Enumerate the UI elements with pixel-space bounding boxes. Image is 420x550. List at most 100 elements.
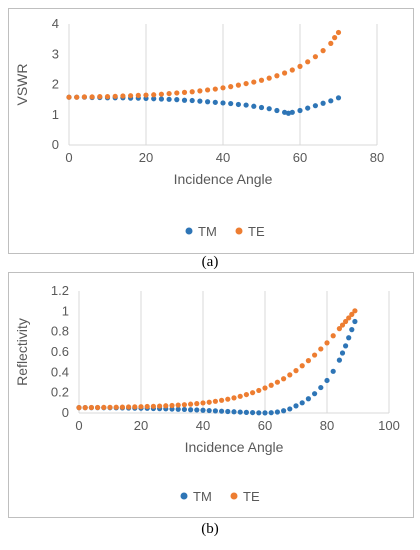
legend-label-te: TE (248, 224, 265, 239)
data-point-tm (312, 103, 318, 109)
data-point-te (281, 376, 287, 382)
data-point-tm (293, 403, 299, 409)
legend-marker-tm (180, 492, 188, 500)
x-tick-label: 20 (134, 418, 148, 433)
legend-marker-tm (185, 227, 193, 235)
data-point-tm (274, 107, 280, 114)
data-point-te (287, 372, 293, 378)
data-point-te (228, 84, 234, 90)
data-point-te (293, 368, 299, 374)
data-point-tm (228, 100, 234, 107)
data-point-tm (197, 98, 203, 104)
data-point-te (89, 94, 95, 100)
data-point-te (138, 404, 144, 410)
data-point-tm (256, 410, 262, 416)
y-tick-label: 0 (52, 137, 59, 152)
data-point-te (74, 94, 80, 100)
series-te-points (66, 29, 342, 100)
y-tick-label: 1 (62, 303, 69, 318)
y-tick-label: 0.2 (51, 385, 69, 400)
y-tick-label: 3 (52, 46, 59, 61)
data-point-tm (266, 106, 272, 112)
data-point-te (169, 402, 175, 409)
data-point-tm (174, 97, 180, 103)
y-tick-label: 0 (62, 405, 69, 420)
data-point-te (151, 92, 157, 98)
data-point-te (206, 399, 212, 405)
y-tick-label: 0.6 (51, 344, 69, 359)
data-point-te (335, 29, 342, 36)
data-point-te (135, 92, 141, 98)
data-point-tm (181, 406, 187, 413)
data-point-tm (231, 409, 237, 415)
data-point-tm (158, 96, 164, 102)
data-point-te (346, 315, 352, 321)
data-point-te (330, 333, 336, 339)
data-point-te (299, 363, 305, 369)
x-tick-label: 60 (293, 150, 307, 165)
data-point-te (66, 94, 72, 100)
data-point-te (205, 87, 211, 93)
vswr-chart-panel: 0 20 40 60 80 0 1 2 3 4 Incidence Angle VSWR TM TE (8, 8, 414, 254)
data-point-te (132, 404, 138, 410)
data-point-te (189, 89, 195, 95)
data-point-tm (318, 384, 324, 391)
x-tick-label: 0 (75, 418, 82, 433)
data-point-te (328, 40, 334, 46)
data-point-te (220, 85, 226, 91)
data-point-tm (352, 318, 358, 325)
y-tick-label: 2 (52, 77, 59, 92)
data-point-tm (205, 99, 211, 105)
data-point-tm (281, 408, 287, 414)
data-point-te (352, 308, 358, 314)
data-point-te (336, 326, 342, 332)
data-point-te (237, 393, 243, 399)
data-point-tm (312, 391, 318, 397)
data-point-te (95, 404, 101, 411)
data-point-te (194, 401, 200, 407)
data-point-tm (299, 400, 305, 406)
data-point-te (200, 400, 206, 406)
vswr-chart: 0 20 40 60 80 0 1 2 3 4 Incidence Angle VSWR TM TE (14, 16, 384, 239)
x-tick-label: 40 (216, 150, 230, 165)
data-point-te (332, 35, 338, 41)
data-point-tm (189, 97, 195, 104)
x-tick-label: 100 (378, 418, 400, 433)
data-point-tm (262, 410, 268, 416)
caption-b: (b) (201, 521, 219, 537)
data-point-te (320, 48, 326, 54)
data-point-te (266, 75, 272, 81)
data-point-te (181, 402, 187, 408)
data-point-te (343, 318, 349, 325)
legend-marker-te (235, 227, 243, 235)
data-point-te (144, 403, 150, 410)
y-tick-label: 1.2 (51, 283, 69, 298)
data-point-te (305, 59, 311, 65)
data-point-tm (194, 407, 200, 413)
reflectivity-chart: 0 20 40 60 80 100 0 0.2 0.4 0.6 0.8 1 1.2 Incidence A… (14, 283, 400, 504)
data-point-te (243, 80, 249, 87)
data-point-te (113, 404, 119, 410)
data-point-tm (212, 99, 218, 105)
data-point-te (174, 90, 180, 96)
data-point-tm (250, 409, 256, 416)
data-point-tm (243, 409, 249, 415)
data-point-tm (251, 103, 257, 109)
data-point-te (312, 54, 318, 60)
data-point-tm (297, 107, 303, 114)
data-point-tm (225, 408, 231, 415)
y-axis-title: VSWR (14, 64, 30, 106)
legend-label-tm: TM (193, 489, 212, 504)
data-point-te (88, 404, 94, 411)
data-point-te (312, 352, 318, 358)
data-point-te (166, 90, 172, 97)
x-axis-title: Incidence Angle (185, 439, 284, 455)
data-point-te (219, 397, 225, 403)
caption-a: (a) (201, 254, 219, 270)
data-point-te (349, 311, 355, 317)
data-point-te (128, 93, 134, 99)
data-point-te (175, 402, 181, 408)
data-point-tm (305, 396, 311, 402)
data-point-tm (349, 327, 355, 333)
data-point-te (158, 91, 164, 97)
